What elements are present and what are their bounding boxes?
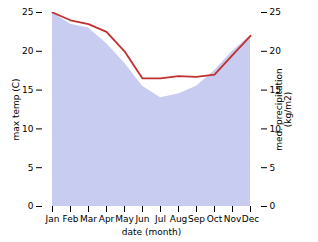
svg-text:20: 20	[22, 46, 34, 56]
svg-text:5: 5	[270, 163, 276, 173]
svg-text:20: 20	[270, 46, 282, 56]
svg-text:25: 25	[22, 7, 33, 17]
svg-text:0: 0	[270, 201, 276, 211]
svg-text:Jul: Jul	[154, 214, 166, 224]
svg-text:Sep: Sep	[188, 214, 205, 224]
svg-text:Aug: Aug	[170, 214, 188, 224]
svg-text:date (month): date (month)	[122, 227, 181, 237]
svg-text:5: 5	[28, 163, 34, 173]
svg-text:med. precipitation(kg/m2): med. precipitation(kg/m2)	[274, 68, 293, 150]
svg-text:Nov: Nov	[224, 214, 242, 224]
svg-text:15: 15	[22, 85, 33, 95]
svg-text:25: 25	[270, 7, 281, 17]
svg-text:Jun: Jun	[134, 214, 149, 224]
svg-text:Oct: Oct	[207, 214, 223, 224]
svg-text:Mar: Mar	[80, 214, 97, 224]
svg-text:max temp (C): max temp (C)	[11, 78, 21, 140]
svg-text:Feb: Feb	[63, 214, 79, 224]
svg-text:Apr: Apr	[99, 214, 115, 224]
svg-text:10: 10	[22, 124, 34, 134]
svg-text:Dec: Dec	[242, 214, 259, 224]
svg-text:Jan: Jan	[45, 214, 60, 224]
svg-text:0: 0	[28, 201, 34, 211]
svg-text:May: May	[115, 214, 134, 224]
